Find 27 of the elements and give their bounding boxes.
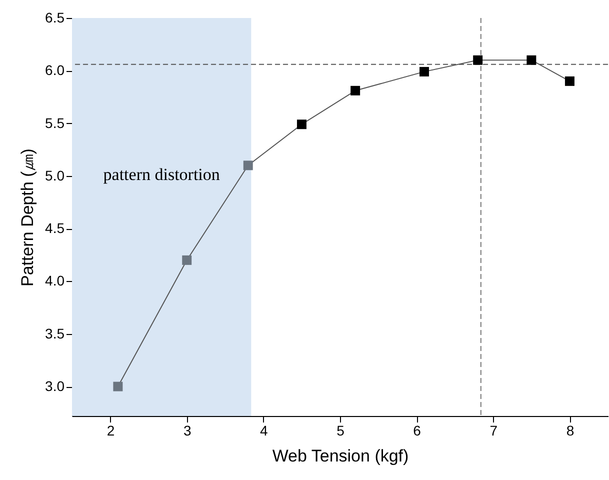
point — [296, 120, 306, 130]
y-tick-label: 4.5 — [45, 220, 65, 236]
y-tick-label: 5.5 — [45, 114, 65, 131]
x-tick-label: 3 — [183, 422, 192, 438]
point — [113, 382, 123, 392]
band-label: pattern distortion — [103, 165, 220, 184]
point — [473, 55, 483, 65]
point — [526, 55, 536, 65]
y-tick-label: 3.0 — [45, 378, 65, 394]
y-axis-title: Pattern Depth (㎛) — [18, 148, 38, 286]
y-tick-label: 5.0 — [45, 167, 65, 184]
x-tick-label: 2 — [106, 422, 115, 438]
x-tick-label: 5 — [336, 422, 345, 438]
x-tick-label: 7 — [490, 422, 498, 438]
point — [182, 255, 192, 265]
x-axis-title: Web Tension (kgf) — [272, 446, 409, 466]
y-tick-label: 4.0 — [45, 272, 65, 289]
x-tick-label: 8 — [566, 422, 574, 438]
point — [564, 76, 574, 86]
x-tick-label: 6 — [413, 422, 422, 438]
y-tick-label: 6.0 — [45, 62, 65, 78]
point — [243, 160, 253, 170]
point — [350, 86, 360, 96]
x-tick-label: 4 — [260, 422, 268, 438]
y-tick-label: 3.5 — [45, 325, 65, 342]
y-tick-label: 6.5 — [45, 10, 65, 26]
point — [419, 66, 429, 76]
